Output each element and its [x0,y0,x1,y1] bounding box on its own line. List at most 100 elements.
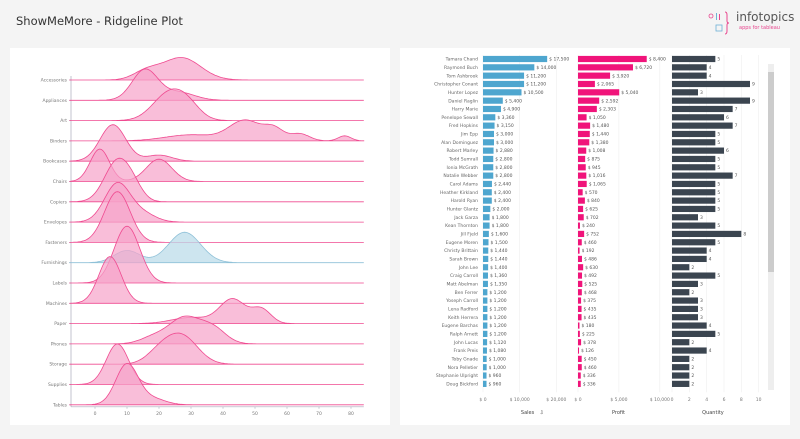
bar-profit [578,147,587,154]
category-label: Machines [46,301,68,307]
bar-sales [483,105,501,113]
x-tick-label: 30 [188,411,194,417]
bar-label: 5 [717,140,720,146]
bar-profit [578,372,581,379]
bar-label: 3 [700,282,703,288]
bar-profit [578,230,585,238]
bar-label: 2 [691,340,694,346]
bar-sales [483,372,487,379]
bar-label: 5 [717,223,720,229]
bar-label: $ 630 [585,265,598,271]
x-tick-label: 10 [124,411,130,417]
category-label: Furnishings [41,260,67,266]
bar-sales [483,380,487,387]
category-label: Chairs [53,179,68,185]
bar-sales [483,172,494,179]
row-label: John Lee [458,265,478,271]
axis-tick-label: $ 5,000 [610,397,627,403]
row-label: Robert Marley [446,148,478,154]
bar-profit [578,255,582,263]
bar-label: $ 2,303 [599,107,616,113]
bar-profit [578,130,590,138]
row-label: Ben Ferrer [455,290,479,296]
bar-profit [578,180,587,188]
bar-label: $ 1,600 [491,232,508,238]
bar-profit [578,97,600,104]
bar-label: $ 2,800 [495,165,512,171]
bar-label: $ 2,400 [494,198,511,204]
bar-label: $ 192 [582,248,595,254]
bar-label: 7 [735,173,738,179]
axis-tick-label: 6 [723,397,726,403]
bar-label: 9 [752,82,755,88]
bar-label: 5 [717,190,720,196]
ridge-envelopes [69,182,364,223]
bar-quantity [672,130,716,138]
bar-sales [483,255,489,263]
bar-quantity [672,155,716,163]
bar-label: $ 1,000 [489,356,506,362]
bar-profit [578,314,582,321]
bar-label: $ 2,880 [496,148,513,154]
bar-label: $ 2,000 [492,207,509,213]
bar-quantity [672,172,733,179]
bar-profit [578,122,591,129]
row-label: Craig Carroll [450,273,478,279]
bar-sales [483,272,488,279]
bar-quantity [672,347,707,354]
bar-sales [483,55,548,63]
bar-quantity [672,264,690,271]
logo-tagline: apps for tableau [739,25,780,31]
bar-sales [483,64,535,71]
bar-quantity [672,105,733,113]
row-label: Kean Thornton [445,223,478,229]
bar-profit [578,280,583,288]
bar-quantity [672,280,698,288]
row-label: Carol Adams [450,182,479,188]
bar-label: $ 1,800 [492,215,509,221]
bar-sales [483,97,503,104]
bar-label: 3 [700,315,703,321]
bar-label: $ 486 [584,257,597,263]
row-label: Lena Radford [448,307,478,313]
axis-tick-label: 0 [671,397,674,403]
row-label: Harry Marie [452,107,479,113]
bar-sales [483,139,494,146]
bar-label: 2 [691,290,694,296]
bar-profit [578,205,584,213]
x-tick-label: 40 [220,411,226,417]
row-label: Eugene Barchas [442,323,479,329]
bar-profit [578,272,583,279]
bar-label: $ 1,200 [489,315,506,321]
bar-label: $ 3,360 [497,115,514,121]
category-label: Fasteners [45,240,67,246]
bar-quantity [672,222,716,229]
bar-label: $ 225 [582,331,595,337]
bar-profit [578,114,587,121]
ridge-art [69,88,364,121]
bar-sales [483,364,487,371]
bar-label: $ 8,400 [649,57,666,63]
bar-label: $ 2,440 [494,182,511,188]
bar-quantity [672,305,698,312]
bar-label: $ 2,800 [495,173,512,179]
scrollbar-thumb[interactable] [768,72,774,272]
x-tick-label: 60 [284,411,290,417]
bar-sales [483,205,491,213]
logo-mark-icon [708,11,730,35]
bar-label: $ 14,000 [536,65,556,71]
category-label: Accessories [41,78,68,84]
bar-label: 3 [700,215,703,221]
bar-quantity [672,89,698,96]
bar-label: $ 180 [581,323,594,329]
bar-profit [578,197,585,204]
row-label: Alan Dominguez [441,140,479,146]
bar-label: $ 375 [583,298,596,304]
row-label: Daniel Raglin [448,98,478,104]
vertical-scrollbar[interactable] [768,64,774,390]
bar-label: $ 752 [586,232,599,238]
bar-label: $ 1,400 [490,265,507,271]
bar-profit [578,289,582,296]
bar-label: 4 [709,248,712,254]
bar-profit [578,322,580,329]
